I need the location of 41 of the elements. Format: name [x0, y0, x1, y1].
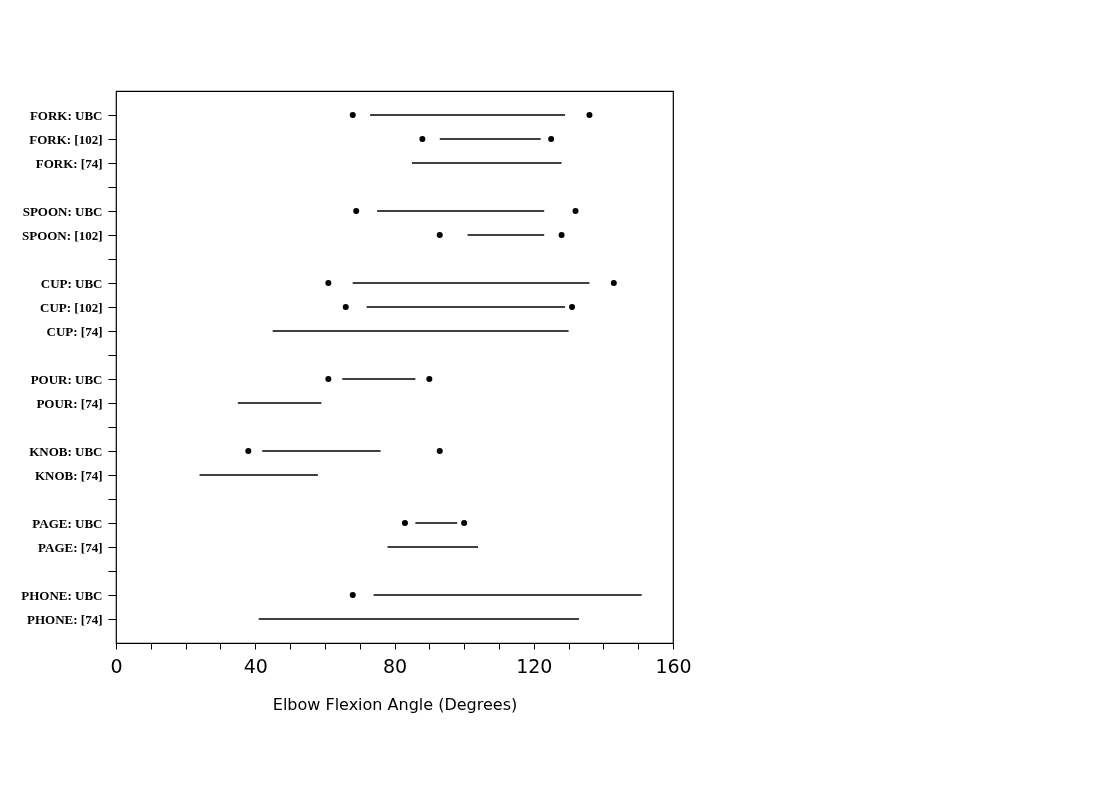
point — [325, 280, 332, 286]
point — [426, 376, 433, 382]
y-tick-label: CUP: [102] — [40, 299, 103, 315]
point — [569, 304, 576, 310]
point — [419, 136, 426, 142]
x-tick-label: 0 — [110, 654, 123, 677]
point — [610, 280, 617, 286]
point — [436, 232, 443, 238]
point — [325, 376, 332, 382]
y-tick-label: POUR: UBC — [30, 371, 103, 387]
point — [548, 136, 555, 142]
point — [558, 232, 565, 238]
point — [245, 448, 252, 454]
x-tick-label: 80 — [382, 654, 408, 677]
point — [353, 208, 360, 214]
point — [572, 208, 579, 214]
y-tick-label: KNOB: UBC — [29, 443, 103, 459]
y-tick-label: POUR: [74] — [36, 395, 103, 411]
point — [349, 112, 356, 118]
point — [401, 520, 408, 526]
x-tick-label: 40 — [243, 654, 268, 677]
y-tick-label: SPOON: [102] — [21, 227, 103, 243]
y-tick-label: FORK: UBC — [29, 107, 103, 123]
y-tick-label: PHONE: [74] — [27, 611, 103, 627]
point — [342, 304, 349, 310]
y-tick-label: PHONE: UBC — [21, 587, 103, 603]
x-axis-title: Elbow Flexion Angle (Degrees) — [272, 694, 518, 714]
y-tick-label: CUP: [74] — [46, 323, 103, 339]
y-tick-label: PAGE: UBC — [32, 515, 103, 531]
y-tick-label: FORK: [102] — [29, 131, 103, 147]
y-tick-label: CUP: UBC — [40, 275, 103, 291]
y-tick-label: FORK: [74] — [35, 155, 103, 171]
point — [349, 592, 356, 598]
point — [461, 520, 468, 526]
x-tick-label: 120 — [516, 654, 553, 677]
point — [586, 112, 593, 118]
y-tick-label: SPOON: UBC — [22, 203, 103, 219]
y-tick-label: KNOB: [74] — [34, 467, 103, 483]
x-tick-label: 160 — [655, 654, 692, 677]
point — [436, 448, 443, 454]
y-tick-label: PAGE: [74] — [38, 539, 103, 555]
